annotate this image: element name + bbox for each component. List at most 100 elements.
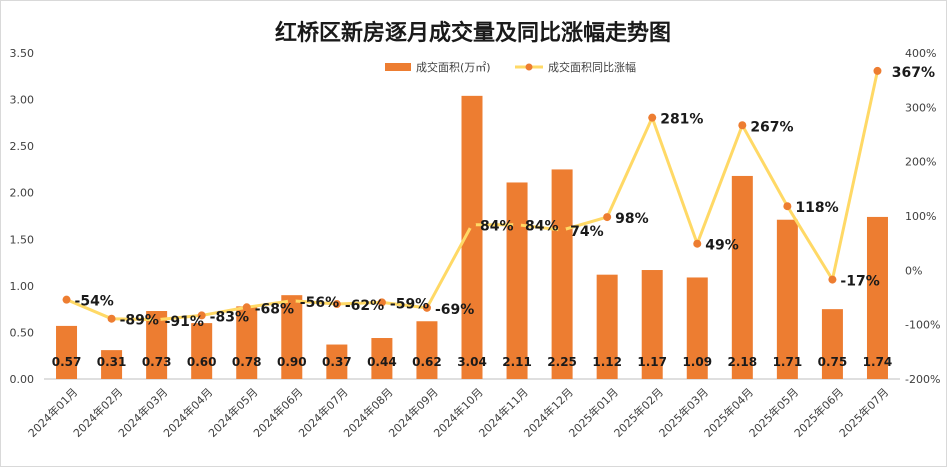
yoy-value-label: -69% — [435, 302, 474, 318]
y-right-tick-label: 200% — [905, 156, 936, 169]
y-left-tick-label: 2.00 — [10, 187, 35, 200]
bar-value-label: 0.44 — [367, 355, 397, 369]
legend-swatch-bar — [385, 63, 411, 71]
yoy-value-label: -68% — [255, 301, 294, 317]
bar — [731, 175, 753, 379]
yoy-point — [107, 314, 116, 323]
yoy-value-label: -59% — [390, 296, 429, 312]
yoy-point — [62, 295, 71, 304]
bar-value-label: 0.37 — [322, 355, 352, 369]
y-left-tick-label: 0.50 — [10, 326, 35, 339]
y-left-tick-label: 0.00 — [10, 373, 35, 386]
bar-value-label: 0.62 — [412, 355, 442, 369]
bar — [506, 182, 528, 379]
bar-value-label: 2.11 — [502, 355, 532, 369]
yoy-point — [783, 202, 792, 211]
legend-label-bar: 成交面积(万㎡) — [416, 60, 491, 74]
yoy-value-label: 367% — [892, 65, 935, 81]
yoy-point — [558, 226, 567, 235]
y-right-tick-label: 400% — [905, 47, 936, 60]
yoy-value-label: -89% — [120, 313, 159, 329]
bar-value-label: 3.04 — [457, 355, 487, 369]
bar-value-label: 1.17 — [637, 355, 667, 369]
yoy-point — [242, 303, 251, 312]
yoy-point — [287, 296, 296, 305]
bar-value-label: 1.09 — [682, 355, 712, 369]
yoy-point — [603, 213, 612, 222]
bar — [416, 321, 438, 379]
bar — [776, 219, 798, 379]
bar — [326, 344, 348, 379]
bar-value-label: 0.78 — [232, 355, 262, 369]
bar — [821, 309, 843, 379]
yoy-value-label: -62% — [345, 298, 384, 314]
bar-value-label: 0.73 — [142, 355, 172, 369]
bar-value-label: 0.57 — [52, 355, 82, 369]
bar — [56, 325, 78, 379]
bar — [236, 306, 258, 379]
bar-value-label: 2.18 — [728, 355, 758, 369]
yoy-value-label: -54% — [75, 294, 114, 310]
legend-label-line: 成交面积同比涨幅 — [548, 60, 636, 74]
line-labels: -54% -89% -91% -83% -68% -56% -62% -59% -69% 84% 8… — [75, 65, 935, 330]
bar-value-label: 1.71 — [773, 355, 803, 369]
yoy-point — [422, 303, 431, 312]
bar — [686, 277, 708, 379]
bar — [551, 169, 573, 379]
yoy-point — [377, 298, 386, 307]
y-left-tick-label: 2.50 — [10, 140, 35, 153]
yoy-value-label: -56% — [300, 295, 339, 311]
yoy-value-label: 74% — [570, 224, 604, 240]
yoy-value-label: 84% — [480, 219, 514, 235]
yoy-point — [873, 66, 882, 75]
yoy-point — [332, 300, 341, 309]
bar-value-label: 1.74 — [863, 355, 893, 369]
bar-value-label: 0.75 — [818, 355, 848, 369]
y-right-tick-label: 100% — [905, 210, 936, 223]
y-right-tick-label: 0% — [905, 264, 922, 277]
yoy-point — [513, 220, 522, 229]
y-left-tick-label: 1.00 — [10, 280, 35, 293]
yoy-value-label: 98% — [615, 211, 649, 227]
yoy-line — [62, 66, 882, 324]
yoy-point — [828, 275, 837, 284]
bar-value-label: 1.12 — [592, 355, 622, 369]
bar-labels: 0.57 0.31 0.73 0.60 0.78 0.90 0.37 0.44 0.62 3.04… — [52, 355, 893, 369]
bar-value-label: 0.60 — [187, 355, 217, 369]
bar — [101, 350, 123, 379]
yoy-point — [738, 121, 747, 130]
yoy-value-label: 267% — [750, 119, 793, 135]
bar-value-label: 0.90 — [277, 355, 307, 369]
yoy-value-label: 281% — [660, 112, 703, 128]
bar — [191, 323, 213, 379]
yoy-point — [468, 220, 476, 229]
yoy-point — [648, 113, 657, 122]
bar — [596, 274, 618, 379]
y-right-tick-label: 300% — [905, 101, 936, 114]
yoy-value-label: 49% — [705, 238, 739, 254]
yoy-value-label: -17% — [840, 274, 879, 290]
bar — [281, 295, 303, 379]
bar — [146, 311, 168, 379]
legend: 成交面积(万㎡) 成交面积同比涨幅 — [385, 60, 636, 74]
chart-title: 红桥区新房逐月成交量及同比涨幅走势图 — [275, 20, 671, 46]
bar — [461, 95, 483, 380]
yoy-point — [197, 311, 206, 320]
bar — [866, 216, 888, 379]
yoy-value-label: 118% — [795, 200, 838, 216]
yoy-point — [693, 239, 702, 248]
y-left-tick-label: 1.50 — [10, 233, 35, 246]
y-left-tick-label: 3.00 — [10, 94, 35, 107]
legend-swatch-marker — [525, 63, 533, 71]
y-left-tick-label: 3.50 — [10, 47, 35, 60]
yoy-value-label: -91% — [165, 314, 204, 330]
y-right-tick-label: -100% — [905, 319, 940, 332]
bar-value-label: 2.25 — [547, 355, 577, 369]
yoy-value-label: -83% — [210, 309, 249, 325]
bar — [641, 270, 663, 379]
y-right-tick-label: -200% — [905, 373, 940, 386]
bars — [56, 95, 888, 380]
yoy-point — [152, 315, 161, 324]
